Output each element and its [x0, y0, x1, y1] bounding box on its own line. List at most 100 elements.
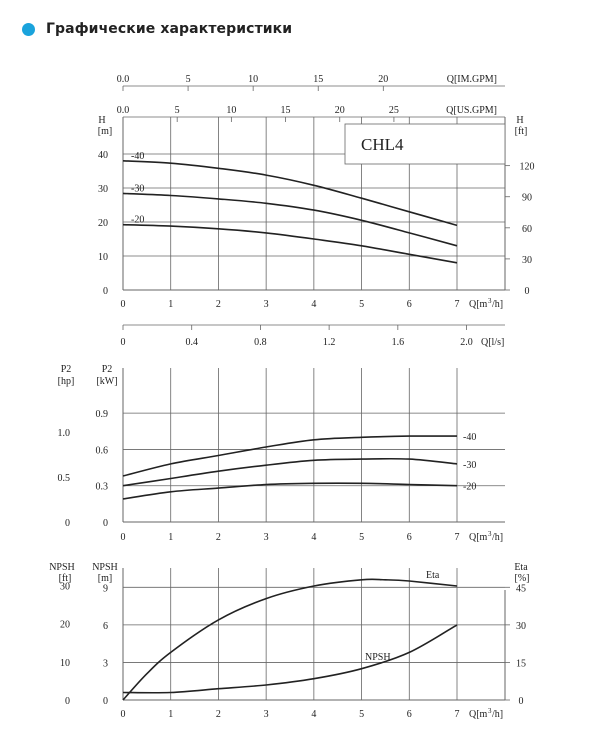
p2-curve-n30 — [122, 457, 458, 487]
eta-axis-label: Eta — [514, 562, 528, 573]
x-tick-label: 3 — [264, 299, 269, 310]
x-tick-label: 4 — [311, 532, 316, 543]
x-tick-label: 7 — [455, 532, 460, 543]
x-tick-label: 7 — [455, 299, 460, 310]
p2-axis-unit-kw: [kW] — [96, 376, 117, 387]
ls-tick-label: 0.4 — [185, 337, 198, 348]
p2-series-label: -40 — [463, 432, 476, 443]
ls-tick-label: 0 — [121, 337, 126, 348]
x-tick-label: 6 — [407, 709, 412, 720]
h-tick-label-m: 10 — [98, 252, 108, 263]
bullet-dot-icon — [22, 22, 35, 36]
npsh-tick-label-ft: 10 — [60, 658, 70, 669]
us-gpm-tick-label: 0.0 — [117, 105, 130, 116]
x-axis-unit-superscript: 3 — [488, 707, 492, 715]
ls-tick-label: 1.2 — [323, 337, 336, 348]
x-tick-label: 2 — [216, 299, 221, 310]
x-tick-label: 6 — [407, 532, 412, 543]
h-axis-label-m: H — [98, 115, 105, 126]
ls-axis-label: Q[l/s] — [481, 337, 504, 348]
x-tick-label: 3 — [264, 709, 269, 720]
h-tick-label-ft: 0 — [525, 286, 530, 297]
p2-curve-n20 — [122, 482, 458, 500]
npsh-tick-label-m: 0 — [103, 696, 108, 707]
eta-tick-label: 15 — [516, 658, 526, 669]
eta-curve — [122, 578, 458, 701]
npsh-curve — [122, 624, 458, 694]
p2-axis-label-hp: P2 — [61, 364, 72, 375]
x-tick-label: 5 — [359, 709, 364, 720]
ls-tick-label: 2.0 — [460, 337, 473, 348]
p2-curve-n40 — [122, 435, 458, 477]
h-series-label: -30 — [131, 183, 144, 194]
x-axis-unit-label: /h] — [492, 532, 503, 543]
x-tick-label: 5 — [359, 532, 364, 543]
h-tick-label-ft: 120 — [520, 162, 535, 173]
p2-tick-label-kw: 0.6 — [96, 445, 109, 456]
npsh-tick-label-m: 3 — [103, 658, 108, 669]
x-tick-label: 3 — [264, 532, 269, 543]
us-gpm-tick-label: 5 — [175, 105, 180, 116]
h-axis-unit-m: [m] — [98, 126, 112, 137]
us-gpm-tick-label: 20 — [335, 105, 345, 116]
us-gpm-axis-label: Q[US.GPM] — [446, 105, 497, 116]
x-tick-label: 1 — [168, 299, 173, 310]
x-tick-label: 0 — [121, 532, 126, 543]
eta-tick-label: 30 — [516, 621, 526, 632]
im-gpm-tick-label: 15 — [313, 74, 323, 85]
chart-title: CHL4 — [361, 135, 404, 154]
us-gpm-tick-label: 15 — [281, 105, 291, 116]
h-tick-label-m: 20 — [98, 218, 108, 229]
x-tick-label: 4 — [311, 709, 316, 720]
im-gpm-tick-label: 10 — [248, 74, 258, 85]
x-tick-label: 7 — [455, 709, 460, 720]
title-box — [344, 123, 506, 165]
im-gpm-tick-label: 0.0 — [117, 74, 130, 85]
x-axis-unit-label: Q[m — [469, 532, 488, 543]
p2-series-label: -20 — [463, 482, 476, 493]
npsh-axis-unit-ft: [ft] — [59, 573, 72, 584]
npsh-tick-label-m: 6 — [103, 621, 108, 632]
x-tick-label: 1 — [168, 709, 173, 720]
section-header: Графические характеристики — [22, 14, 292, 44]
x-tick-label: 5 — [359, 299, 364, 310]
p2-tick-label-hp: 0 — [65, 518, 70, 529]
x-axis-unit-superscript: 3 — [488, 530, 492, 538]
eta-tick-label: 0 — [519, 696, 524, 707]
npsh-tick-label-ft: 0 — [65, 696, 70, 707]
h-axis-label-ft: H — [516, 115, 523, 126]
ls-tick-label: 0.8 — [254, 337, 267, 348]
eta-axis-unit: [%] — [515, 573, 530, 584]
us-gpm-tick-label: 10 — [226, 105, 236, 116]
npsh-axis-unit-m: [m] — [98, 573, 112, 584]
npsh-axis-label-m: NPSH — [92, 562, 118, 573]
h-tick-label-ft: 90 — [522, 193, 532, 204]
h-series-label: -40 — [131, 151, 144, 162]
x-axis-unit-superscript: 3 — [488, 297, 492, 305]
x-axis-unit-label: /h] — [492, 299, 503, 310]
x-tick-label: 2 — [216, 709, 221, 720]
npsh-tick-label-ft: 20 — [60, 620, 70, 631]
p2-tick-label-hp: 1.0 — [58, 428, 71, 439]
x-tick-label: 0 — [121, 709, 126, 720]
h-curve-n20 — [122, 223, 458, 264]
x-axis-unit-label: Q[m — [469, 709, 488, 720]
p2-tick-label-hp: 0.5 — [58, 473, 71, 484]
x-tick-label: 6 — [407, 299, 412, 310]
h-tick-label-ft: 30 — [522, 255, 532, 266]
h-tick-label-m: 40 — [98, 150, 108, 161]
p2-axis-unit-hp: [hp] — [58, 376, 75, 387]
section-title: Графические характеристики — [46, 21, 293, 37]
p2-series-label: -30 — [463, 460, 476, 471]
p2-tick-label-kw: 0.3 — [96, 482, 109, 493]
im-gpm-axis-label: Q[IM.GPM] — [447, 74, 497, 85]
eta-tick-label: 45 — [516, 583, 526, 594]
npsh-axis-label-ft: NPSH — [49, 562, 75, 573]
p2-tick-label-kw: 0 — [103, 518, 108, 529]
h-curve-n30 — [122, 192, 458, 247]
h-tick-label-m: 0 — [103, 286, 108, 297]
im-gpm-tick-label: 5 — [186, 74, 191, 85]
npsh-series-label: NPSH — [365, 652, 391, 663]
im-gpm-tick-label: 20 — [378, 74, 388, 85]
